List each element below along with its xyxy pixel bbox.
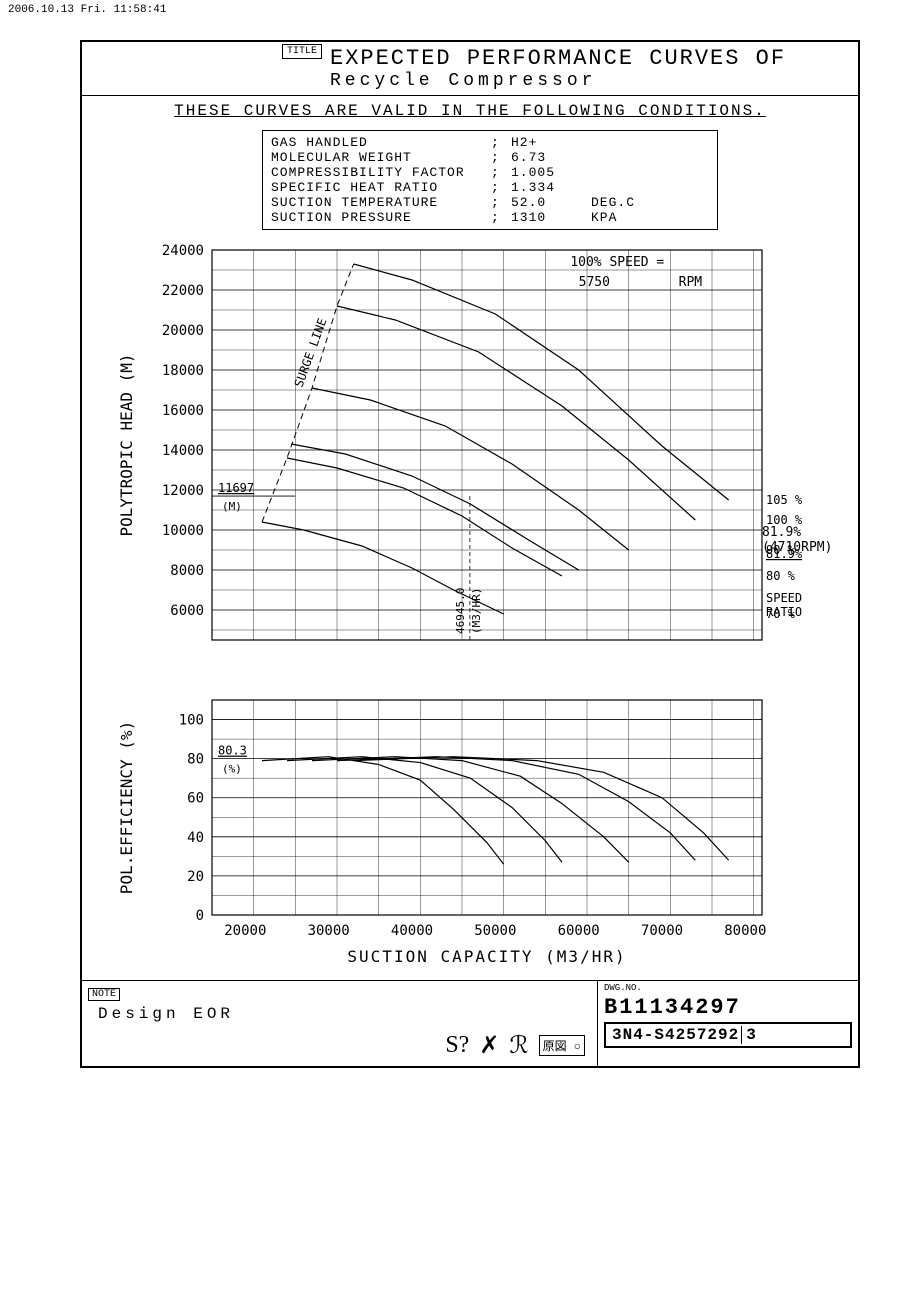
cond-unit bbox=[591, 180, 651, 195]
svg-text:22000: 22000 bbox=[162, 283, 204, 299]
cond-label: SPECIFIC HEAT RATIO bbox=[271, 180, 491, 195]
svg-text:SPEED: SPEED bbox=[766, 591, 802, 605]
svg-text:70000: 70000 bbox=[641, 923, 683, 939]
svg-text:105 %: 105 % bbox=[766, 493, 803, 507]
svg-text:60: 60 bbox=[187, 791, 204, 807]
genzn-stamp: 原図 ○ bbox=[539, 1035, 585, 1056]
svg-text:20000: 20000 bbox=[224, 923, 266, 939]
initials-2: ✗ bbox=[479, 1031, 499, 1060]
svg-text:40: 40 bbox=[187, 830, 204, 846]
svg-text:30000: 30000 bbox=[308, 923, 350, 939]
svg-text:11697: 11697 bbox=[218, 481, 254, 495]
svg-text:10000: 10000 bbox=[162, 523, 204, 539]
note-content: Design EOR bbox=[88, 1001, 591, 1027]
svg-text:46945.0: 46945.0 bbox=[454, 588, 467, 634]
validity-note: THESE CURVES ARE VALID IN THE FOLLOWING … bbox=[82, 96, 858, 126]
cond-unit bbox=[591, 165, 651, 180]
cond-unit bbox=[591, 135, 651, 150]
cond-label: COMPRESSIBILITY FACTOR bbox=[271, 165, 491, 180]
cond-label: GAS HANDLED bbox=[271, 135, 491, 150]
svg-text:20: 20 bbox=[187, 869, 204, 885]
svg-text:80000: 80000 bbox=[724, 923, 766, 939]
cond-value: 1310 bbox=[511, 210, 591, 225]
cond-value: H2+ bbox=[511, 135, 591, 150]
svg-text:40000: 40000 bbox=[391, 923, 433, 939]
drawing-number-box: DWG.NO. B11134297 3N4-S42572923 bbox=[598, 981, 858, 1066]
cond-value: 1.005 bbox=[511, 165, 591, 180]
svg-text:RATIO: RATIO bbox=[766, 605, 802, 619]
cond-value: 1.334 bbox=[511, 180, 591, 195]
cond-label: SUCTION TEMPERATURE bbox=[271, 195, 491, 210]
svg-text:14000: 14000 bbox=[162, 443, 204, 459]
footer: NOTE Design EOR S? ✗ ℛ 原図 ○ DWG.NO. B111… bbox=[82, 980, 858, 1066]
svg-text:50000: 50000 bbox=[474, 923, 516, 939]
cond-label: SUCTION PRESSURE bbox=[271, 210, 491, 225]
initials-1: S? bbox=[445, 1032, 469, 1059]
head-chart: 6000 8000 10000 12000 14000 16000 18000 20000 22… bbox=[102, 240, 842, 670]
svg-text:16000: 16000 bbox=[162, 403, 204, 419]
efficiency-chart: 0 20 40 60 80 100 20000 30000 40000 50000 60000 700… bbox=[102, 670, 842, 970]
svg-text:60000: 60000 bbox=[558, 923, 600, 939]
svg-text:SUCTION CAPACITY (M3/HR): SUCTION CAPACITY (M3/HR) bbox=[347, 947, 626, 966]
svg-text:SURGE LINE: SURGE LINE bbox=[292, 316, 330, 389]
title-block: TITLE EXPECTED PERFORMANCE CURVES OF Rec… bbox=[82, 42, 858, 96]
svg-text:100: 100 bbox=[179, 713, 204, 729]
title-label: TITLE bbox=[282, 44, 322, 59]
note-label: NOTE bbox=[88, 988, 120, 1001]
svg-text:(%): (%) bbox=[222, 763, 242, 776]
svg-text:24000: 24000 bbox=[162, 243, 204, 259]
svg-text:100% SPEED =: 100% SPEED = bbox=[570, 255, 664, 270]
cond-unit: DEG.C bbox=[591, 195, 651, 210]
svg-text:0: 0 bbox=[196, 908, 204, 924]
drawing-sheet: TITLE EXPECTED PERFORMANCE CURVES OF Rec… bbox=[80, 40, 860, 1068]
svg-text:18000: 18000 bbox=[162, 363, 204, 379]
initials-3: ℛ bbox=[509, 1031, 528, 1060]
svg-text:POLYTROPIC HEAD (M): POLYTROPIC HEAD (M) bbox=[117, 353, 136, 536]
charts-area: 6000 8000 10000 12000 14000 16000 18000 20000 22… bbox=[82, 240, 858, 980]
timestamp: 2006.10.13 Fri. 11:58:41 bbox=[0, 0, 920, 20]
svg-text:8000: 8000 bbox=[170, 563, 204, 579]
cond-unit bbox=[591, 150, 651, 165]
dwg-label: DWG.NO. bbox=[604, 983, 852, 993]
cond-label: MOLECULAR WEIGHT bbox=[271, 150, 491, 165]
rpm-annotation: 81.9%(4710RPM) bbox=[762, 525, 858, 555]
cond-value: 52.0 bbox=[511, 195, 591, 210]
svg-text:12000: 12000 bbox=[162, 483, 204, 499]
svg-text:80.3: 80.3 bbox=[218, 744, 247, 758]
svg-text:6000: 6000 bbox=[170, 603, 204, 619]
note-box: NOTE Design EOR S? ✗ ℛ 原図 ○ bbox=[82, 981, 598, 1066]
conditions-table: GAS HANDLED;H2+MOLECULAR WEIGHT;6.73COMP… bbox=[262, 130, 718, 230]
svg-text:RPM: RPM bbox=[679, 275, 703, 290]
svg-text:80 %: 80 % bbox=[766, 569, 796, 583]
dwg-number: B11134297 bbox=[604, 993, 852, 1022]
svg-text:POL.EFFICIENCY (%): POL.EFFICIENCY (%) bbox=[117, 721, 136, 894]
cond-value: 6.73 bbox=[511, 150, 591, 165]
cond-unit: KPA bbox=[591, 210, 651, 225]
secondary-number: 3N4-S42572923 bbox=[604, 1022, 852, 1048]
title-subtitle: Recycle Compressor bbox=[90, 71, 850, 91]
svg-text:20000: 20000 bbox=[162, 323, 204, 339]
svg-text:80: 80 bbox=[187, 752, 204, 768]
svg-text:5750: 5750 bbox=[579, 275, 610, 290]
svg-text:(M3/HR): (M3/HR) bbox=[470, 588, 483, 634]
svg-text:(M): (M) bbox=[222, 500, 242, 513]
title-main: EXPECTED PERFORMANCE CURVES OF bbox=[90, 46, 850, 71]
